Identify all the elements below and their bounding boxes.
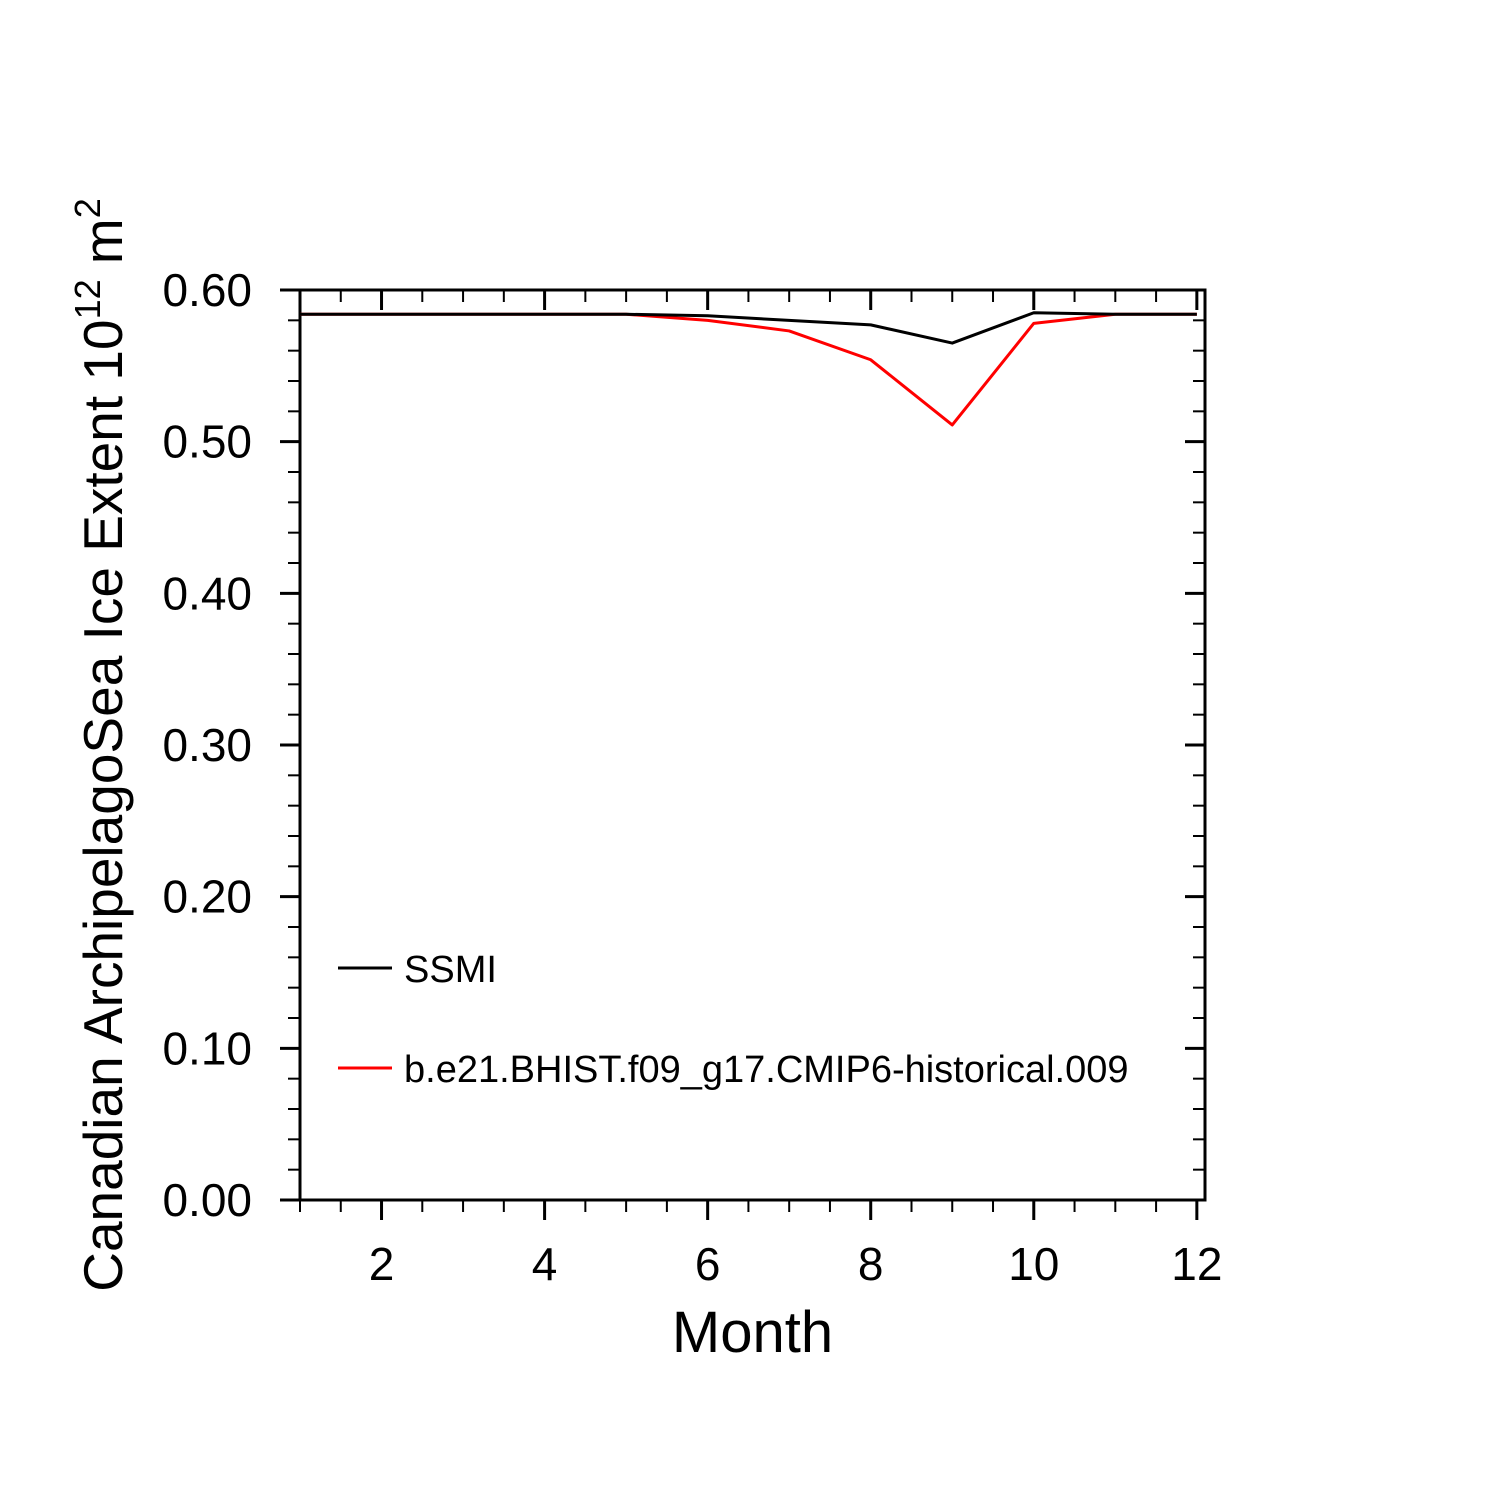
legend: SSMI b.e21.BHIST.f09_g17.CMIP6-historical… [338,949,1129,1091]
x-tick-label: 4 [532,1238,558,1290]
x-tick-label: 12 [1171,1238,1222,1290]
x-tick-label: 8 [858,1238,884,1290]
y-tick-label: 0.50 [162,416,252,468]
legend-label-0: SSMI [404,949,497,991]
axes: 2 4 6 8 10 12 0.00 0.10 0.20 0.30 0.40 0.50 0.60 [162,264,1222,1290]
y-tick-label: 0.30 [162,719,252,771]
x-tick-label: 10 [1008,1238,1059,1290]
series-line-0 [300,311,1197,345]
y-axis-title: Canadian ArchipelagoSea Ice Extent 1012 … [67,198,134,1292]
y-tick-label: 0.40 [162,567,252,619]
x-axis: 2 4 6 8 10 12 [299,290,1222,1290]
series [300,311,1197,427]
y-tick-label: 0.60 [162,264,252,316]
x-axis-title: Month [672,1300,833,1365]
y-tick-label: 0.00 [162,1174,252,1226]
y-tick-label: 0.20 [162,871,252,923]
series-line-1 [300,312,1197,427]
x-tick-label: 6 [695,1238,721,1290]
y-tick-label: 0.10 [162,1022,252,1074]
y-axis: 0.00 0.10 0.20 0.30 0.40 0.50 0.60 [162,264,1205,1226]
x-tick-label: 2 [369,1238,395,1290]
legend-label-1: b.e21.BHIST.f09_g17.CMIP6-historical.009 [404,1049,1129,1091]
